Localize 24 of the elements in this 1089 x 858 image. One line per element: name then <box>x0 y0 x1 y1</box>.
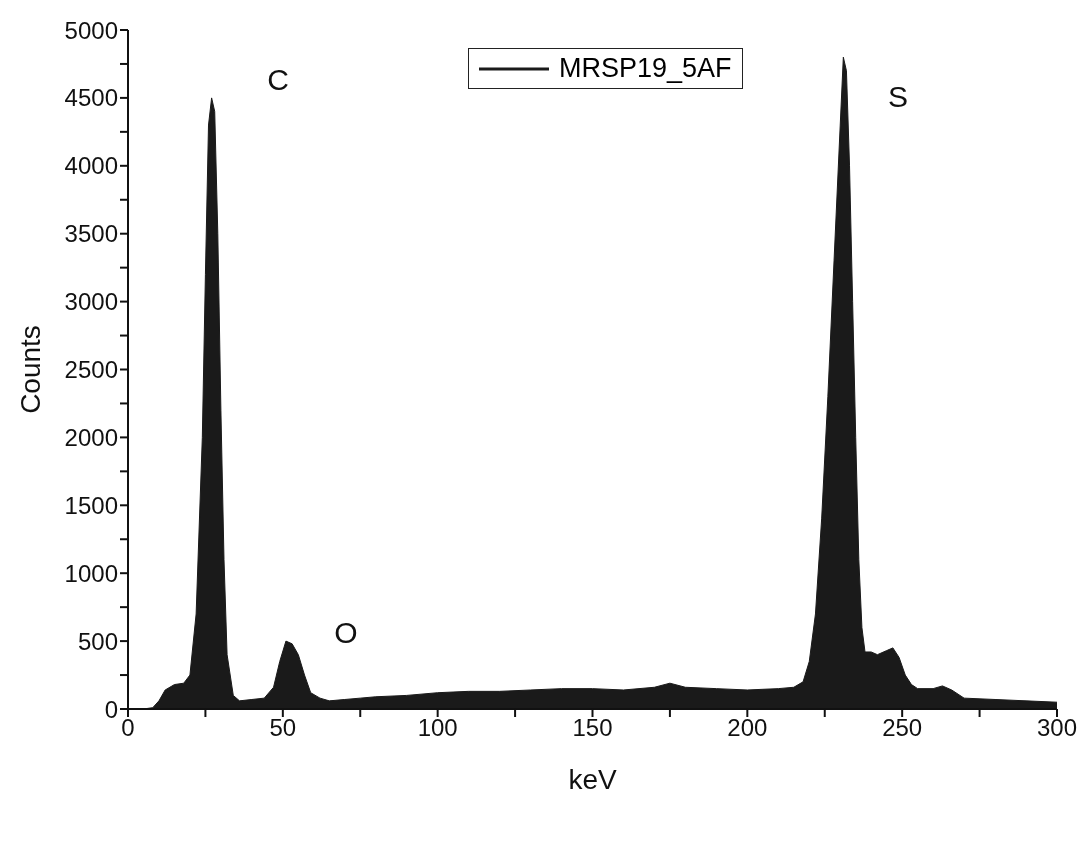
x-tick-label: 300 <box>1036 714 1078 742</box>
y-tick-label: 3000 <box>64 288 118 316</box>
y-tick-label: 2500 <box>64 356 118 384</box>
y-tick-label: 3500 <box>64 220 118 248</box>
x-tick-label: 100 <box>417 714 458 742</box>
y-tick-label: 1500 <box>64 491 118 519</box>
annotation: O <box>334 616 358 650</box>
annotation: S <box>887 80 909 114</box>
y-tick-label: 1000 <box>64 559 118 587</box>
x-tick-label: 0 <box>121 714 135 742</box>
x-tick-label: 150 <box>572 714 613 742</box>
x-tick-label: 250 <box>882 714 923 742</box>
y-tick-label: 4500 <box>64 84 118 112</box>
x-tick-label: 50 <box>269 714 297 742</box>
y-tick-label: 500 <box>77 627 118 655</box>
x-axis-title: keV <box>568 764 617 795</box>
legend-label: MRSP19_5AF <box>559 53 732 84</box>
annotation: C <box>267 63 289 97</box>
y-tick-label: 2000 <box>64 423 118 451</box>
y-tick-label: 5000 <box>64 16 118 44</box>
x-tick-label: 200 <box>727 714 768 742</box>
y-tick-label: 4000 <box>64 152 118 180</box>
y-axis-title: Counts <box>14 325 46 414</box>
y-tick-label: 0 <box>104 695 118 723</box>
